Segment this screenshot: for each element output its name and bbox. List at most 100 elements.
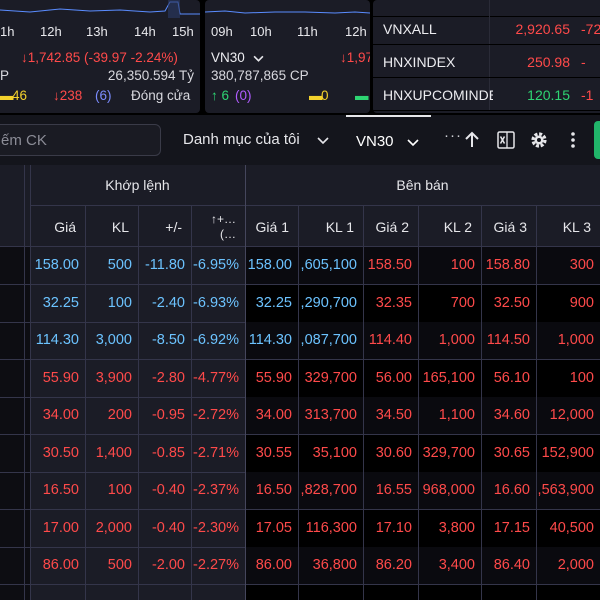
cell-askvol1: 116,300 bbox=[305, 519, 357, 536]
table-row[interactable]: 30.50 1,400 -0.85 -2.71% 30.55 35,100 30.60 329… bbox=[0, 434, 600, 473]
cell-volume: 100 bbox=[107, 482, 132, 498]
group-header-matched: Khớp lệnh bbox=[105, 177, 170, 193]
cell-askvol2: 1,100 bbox=[438, 407, 475, 423]
cell-volume: 200 bbox=[107, 407, 132, 423]
cell-ask1: 16.50 bbox=[255, 482, 292, 498]
stock-search-input[interactable]: ếm CK bbox=[0, 124, 161, 156]
cell-ask1: 158.00 bbox=[247, 257, 292, 273]
col-header-price[interactable]: Giá bbox=[54, 219, 76, 235]
index-change: - bbox=[581, 54, 586, 70]
ceiling-count: (0) bbox=[235, 88, 252, 103]
cell-ask2: 16.55 bbox=[375, 482, 412, 498]
hour-label: 09h bbox=[211, 24, 233, 39]
cell-price: 34.00 bbox=[42, 407, 79, 423]
table-row[interactable]: 34.00 200 -0.95 -2.72% 34.00 313,700 34.50 1,10… bbox=[0, 397, 600, 435]
cell-ask1: 17.05 bbox=[255, 519, 292, 536]
volume-unit: P bbox=[0, 68, 10, 83]
cell-ask1: 86.00 bbox=[255, 557, 292, 573]
col-header-change[interactable]: +/- bbox=[165, 219, 182, 235]
watchlist-dropdown[interactable]: Danh mục của tôi bbox=[183, 131, 300, 148]
cell-askvol3: 40,500 bbox=[549, 519, 594, 536]
more-options-button[interactable]: ··· bbox=[444, 127, 462, 144]
time-axis: 09h 10h 11h 12h bbox=[205, 24, 370, 40]
gear-icon[interactable] bbox=[529, 130, 549, 150]
ref-count: 46 bbox=[12, 88, 28, 103]
table-row[interactable]: 55.90 3,900 -2.80 -4.77% 55.90 329,700 56.00 16… bbox=[0, 359, 600, 398]
cell-volume: 2,000 bbox=[95, 519, 132, 536]
toolbar: ếm CK Danh mục của tôi VN30 ··· bbox=[0, 115, 600, 165]
cell-ask2: 34.50 bbox=[375, 407, 412, 423]
col-header-askvol3[interactable]: KL 3 bbox=[562, 219, 591, 235]
index-panel: 1h 12h 13h 14h 15h ↓1,742.85 (-39.97 -2.… bbox=[0, 0, 600, 115]
col-header-askvol2[interactable]: KL 2 bbox=[443, 219, 472, 235]
cell-change: -0.40 bbox=[151, 519, 185, 536]
cell-volume: 500 bbox=[107, 257, 132, 273]
index-value: ↓1,97 bbox=[340, 50, 370, 65]
index-row[interactable]: HNXUPCOMINDE 120.15 -1 bbox=[373, 78, 600, 111]
index-list: VNXALL 2,920.65 -72 HNXINDEX 250.98 - HN… bbox=[373, 0, 600, 113]
cell-askvol2: 3,400 bbox=[438, 557, 475, 573]
col-header-ask1[interactable]: Giá 1 bbox=[255, 219, 289, 235]
hour-label: 1h bbox=[0, 24, 15, 39]
index-row[interactable]: HNXINDEX 250.98 - bbox=[373, 45, 600, 78]
cell-askvol3: 1,000 bbox=[557, 332, 594, 348]
cell-ask3: 30.65 bbox=[493, 444, 530, 461]
cell-askvol2: 100 bbox=[450, 257, 475, 273]
chevron-down-icon[interactable] bbox=[316, 133, 330, 147]
excel-icon[interactable] bbox=[496, 130, 516, 150]
cell-price: 16.50 bbox=[42, 482, 79, 498]
cell-askvol3: 12,000 bbox=[549, 407, 594, 423]
col-header-volume[interactable]: KL bbox=[111, 219, 129, 235]
col-header-ask3[interactable]: Giá 3 bbox=[493, 219, 527, 235]
tab-vn30[interactable]: VN30 bbox=[346, 115, 431, 165]
cell-ask3: 86.40 bbox=[493, 557, 530, 573]
chevron-down-icon[interactable] bbox=[253, 53, 264, 64]
cell-ask1: 30.55 bbox=[255, 444, 292, 461]
cell-ask2: 30.60 bbox=[375, 444, 412, 461]
cell-price: 30.50 bbox=[42, 444, 79, 461]
more-vertical-icon[interactable] bbox=[563, 130, 583, 150]
sparkline-chart bbox=[205, 10, 370, 14]
index-value: ↓1,742.85 (-39.97 -2.24%) bbox=[21, 50, 178, 65]
cell-price: 32.25 bbox=[42, 294, 79, 311]
cell-ask2: 56.00 bbox=[375, 369, 412, 386]
index-row[interactable]: VNXALL 2,920.65 -72 bbox=[373, 12, 600, 45]
hour-label: 15h bbox=[172, 24, 194, 39]
hour-label: 10h bbox=[250, 24, 272, 39]
cell-change: -0.95 bbox=[151, 407, 185, 423]
side-panel-handle[interactable] bbox=[594, 121, 600, 159]
table-row[interactable]: 17.00 2,000 -0.40 -2.30% 17.05 116,300 17.10 3,… bbox=[0, 509, 600, 548]
cell-ask3: 16.60 bbox=[493, 482, 530, 498]
index-value: 250.98 bbox=[527, 54, 570, 70]
cell-volume: 1,400 bbox=[95, 444, 132, 461]
col-header-askvol1[interactable]: KL 1 bbox=[325, 219, 354, 235]
chevron-down-icon[interactable] bbox=[406, 135, 420, 149]
cell-askvol1: ,087,700 bbox=[300, 332, 357, 348]
index-name: VN30 bbox=[211, 50, 245, 65]
down-count: ↓238 bbox=[53, 88, 83, 103]
cell-ask2: 32.35 bbox=[375, 294, 412, 311]
col-header-ask2[interactable]: Giá 2 bbox=[375, 219, 409, 235]
cell-askvol3: ,563,900 bbox=[537, 482, 594, 498]
price-board-table: Khớp lệnh Bên bán Giá KL +/- ↑+… (… Giá … bbox=[0, 165, 600, 600]
cell-askvol1: ,290,700 bbox=[300, 294, 357, 311]
index-value: 120.15 bbox=[527, 87, 570, 103]
cell-askvol2: 165,100 bbox=[422, 369, 475, 386]
cell-price: 55.90 bbox=[42, 369, 79, 386]
index-card-vn30[interactable]: 09h 10h 11h 12h VN30 ↓1,97 380,787,865 C… bbox=[205, 0, 370, 113]
table-row[interactable]: 86.00 500 -2.00 -2.27% 86.00 36,800 86.20 3,400… bbox=[0, 547, 600, 585]
cell-change: -0.40 bbox=[151, 482, 185, 498]
cell-change: -0.85 bbox=[151, 444, 185, 461]
index-change: -1 bbox=[581, 87, 594, 103]
cell-askvol1: 329,700 bbox=[304, 369, 357, 386]
arrow-up-icon[interactable] bbox=[462, 130, 482, 150]
table-row[interactable]: 32.25 100 -2.40 -6.93% 32.25 ,290,700 32.35 700… bbox=[0, 284, 600, 323]
index-row-partial[interactable] bbox=[373, 0, 600, 17]
table-row[interactable]: 16.50 100 -0.40 -2.37% 16.50 ,828,700 16.55 968… bbox=[0, 472, 600, 510]
index-card-vnindex[interactable]: 1h 12h 13h 14h 15h ↓1,742.85 (-39.97 -2.… bbox=[0, 0, 200, 113]
cell-ask3: 114.50 bbox=[486, 332, 530, 348]
table-row[interactable]: 158.00 500 -11.80 -6.95% 158.00 ,605,100 158.5… bbox=[0, 247, 600, 285]
col-header-percent[interactable]: ↑+… (… bbox=[210, 212, 236, 241]
floor-count: (6) bbox=[95, 88, 112, 103]
table-row[interactable]: 114.30 3,000 -8.50 -6.92% 114.30 ,087,700 114.… bbox=[0, 322, 600, 360]
